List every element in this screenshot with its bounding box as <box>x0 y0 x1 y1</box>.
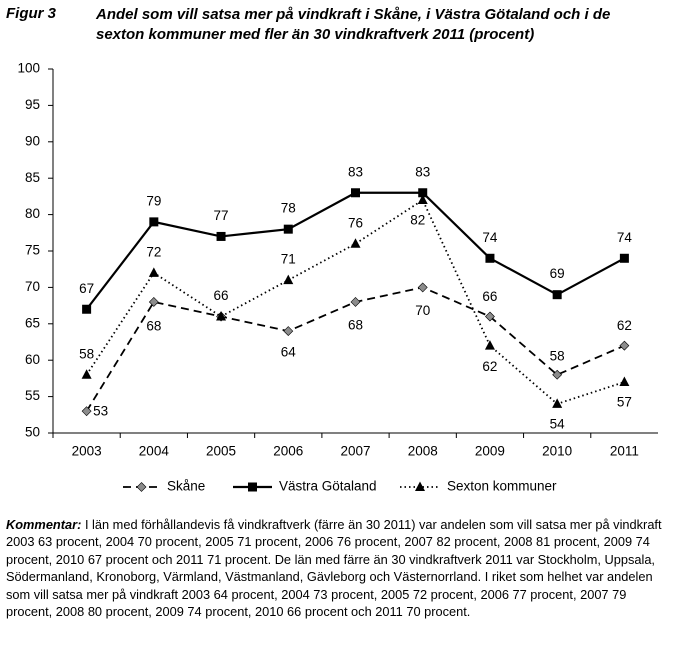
x-tick-label: 2004 <box>139 444 170 459</box>
data-label: 77 <box>214 208 229 223</box>
legend-marker <box>248 482 257 492</box>
data-point <box>81 406 92 417</box>
data-label: 69 <box>550 266 565 281</box>
x-tick-label: 2008 <box>408 444 438 459</box>
data-label: 83 <box>415 164 430 179</box>
y-tick-label: 50 <box>25 425 40 440</box>
data-label: 83 <box>348 164 363 179</box>
data-label: 82 <box>410 213 425 228</box>
data-point <box>619 340 630 351</box>
series-line <box>85 198 625 405</box>
legend-label: Sexton kommuner <box>447 479 557 494</box>
data-point <box>350 238 361 248</box>
x-tick-label: 2006 <box>273 444 303 459</box>
x-tick-label: 2009 <box>475 444 505 459</box>
chart: 50 55 60 65 70 75 80 85 90 95 100 2003 2004 2005 2006 2… <box>17 61 658 494</box>
data-point <box>484 340 495 350</box>
legend-label: Skåne <box>167 479 205 494</box>
y-tick-label: 95 <box>25 97 40 112</box>
data-point <box>81 369 92 379</box>
data-label: 74 <box>482 230 498 245</box>
data-label: 66 <box>482 289 497 304</box>
data-point <box>417 282 428 293</box>
y-tick-label: 85 <box>25 170 40 185</box>
data-point <box>216 231 226 241</box>
data-label: 72 <box>146 244 161 259</box>
x-tick-label: 2005 <box>206 444 236 459</box>
data-point <box>619 376 630 387</box>
data-label: 62 <box>617 318 632 333</box>
data-point <box>552 290 562 300</box>
data-label: 70 <box>415 303 430 318</box>
y-tick-label: 60 <box>25 352 40 367</box>
y-tick-label: 100 <box>17 61 40 76</box>
data-point <box>283 274 294 285</box>
data-label: 67 <box>79 281 94 296</box>
data-point <box>283 326 294 337</box>
data-label: 66 <box>214 288 229 303</box>
data-label: 68 <box>348 318 363 333</box>
data-point <box>216 311 227 321</box>
data-point <box>148 267 159 277</box>
data-point <box>351 188 360 198</box>
data-label: 57 <box>617 395 632 410</box>
note-label: Kommentar: <box>6 517 82 532</box>
data-label: 71 <box>281 252 296 267</box>
y-tick-label: 70 <box>25 279 40 294</box>
data-point <box>552 398 563 408</box>
legend-marker <box>136 482 147 492</box>
x-tick-label: 2007 <box>340 444 370 459</box>
y-tick-label: 75 <box>25 243 40 258</box>
data-label: 62 <box>482 359 497 374</box>
x-tick-label: 2003 <box>72 444 102 459</box>
y-tick-label: 55 <box>25 388 40 403</box>
y-tick-label: 80 <box>25 206 40 221</box>
data-point <box>149 217 159 227</box>
data-point <box>82 304 92 314</box>
legend-label: Västra Götaland <box>279 479 377 494</box>
y-tick-label: 65 <box>25 315 40 330</box>
data-label: 54 <box>550 416 566 431</box>
data-point <box>418 188 428 198</box>
y-tick-label: 90 <box>25 133 40 148</box>
data-label: 74 <box>617 230 633 245</box>
data-point <box>619 253 629 263</box>
chart-title: Andel som vill satsa mer på vindkraft i … <box>96 6 611 43</box>
data-point <box>417 194 428 205</box>
data-label: 53 <box>93 404 108 419</box>
data-point <box>552 369 563 380</box>
note: Kommentar: I län med förhållandevis få v… <box>6 516 668 620</box>
data-label: 76 <box>348 215 363 230</box>
legend-marker <box>415 481 425 491</box>
data-point <box>350 297 361 307</box>
data-label: 79 <box>146 193 161 208</box>
data-label: 64 <box>281 345 297 360</box>
data-label: 58 <box>79 346 94 361</box>
data-point <box>485 253 495 263</box>
data-point <box>485 311 495 322</box>
x-tick-label: 2010 <box>542 444 572 459</box>
data-point <box>148 297 159 307</box>
series-line <box>85 191 625 310</box>
figure-label: Figur 3 <box>6 5 57 22</box>
data-point <box>283 224 293 234</box>
note-text: I län med förhållandevis få vindkraftver… <box>6 517 662 620</box>
data-label: 58 <box>550 348 565 363</box>
data-label: 68 <box>146 319 161 334</box>
data-label: 78 <box>281 201 296 216</box>
x-tick-label: 2011 <box>610 444 639 459</box>
